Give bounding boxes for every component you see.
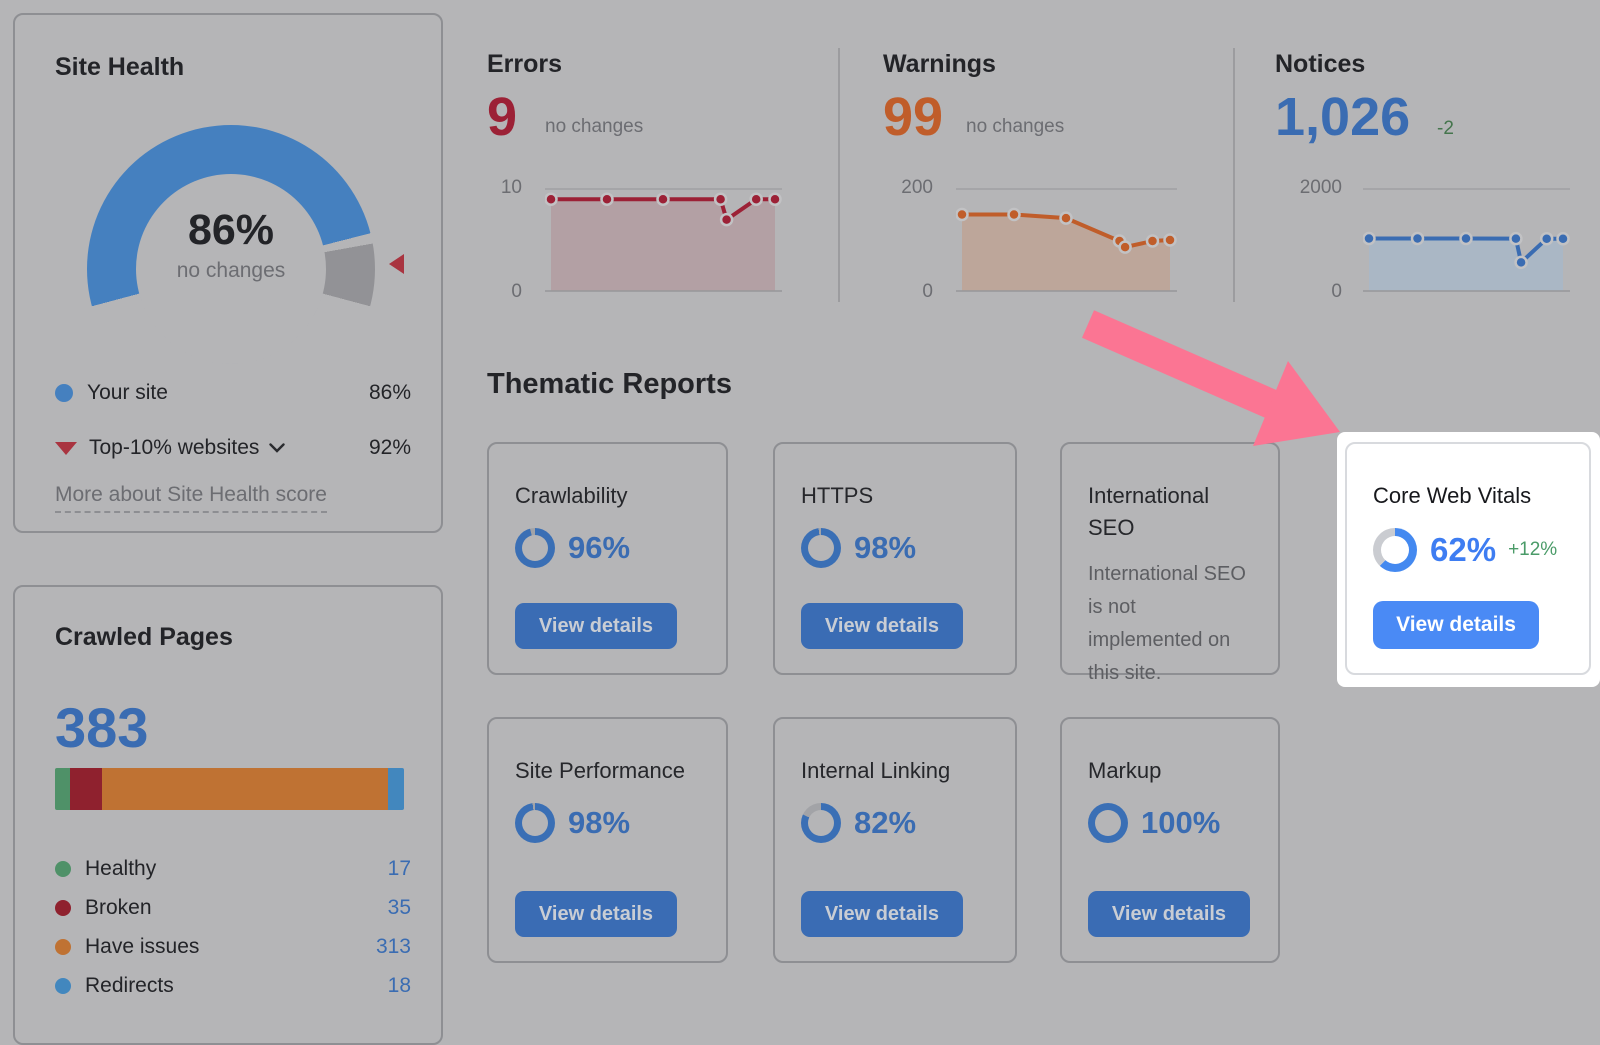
view-details-button[interactable]: View details bbox=[1373, 601, 1539, 649]
card-title: Crawlability bbox=[515, 483, 628, 508]
score-percent: 100% bbox=[1141, 805, 1221, 840]
legend-label: Healthy bbox=[85, 857, 157, 880]
errors-change: no changes bbox=[545, 116, 644, 137]
more-about-site-health-link[interactable]: More about Site Health score bbox=[55, 483, 327, 513]
notices-ymax-tick: 2000 bbox=[1299, 177, 1342, 198]
bar-segment bbox=[70, 768, 103, 810]
site-health-change: no changes bbox=[176, 259, 286, 282]
card-title: Core Web Vitals bbox=[1373, 483, 1532, 508]
legend-value: 18 bbox=[387, 974, 411, 997]
site-health-card: Site Health 86% no changes Your site 86%… bbox=[13, 13, 443, 533]
card-title: Site Performance bbox=[515, 758, 685, 783]
legend-row-top10[interactable]: Top-10% websites 92% bbox=[55, 433, 411, 463]
score-delta: +12% bbox=[1508, 539, 1558, 560]
errors-value: 9 bbox=[487, 87, 518, 147]
crawlability-donut-icon bbox=[515, 528, 555, 568]
legend-row-your-site: Your site 86% bbox=[55, 378, 411, 408]
your-site-dot-icon bbox=[55, 384, 73, 402]
warnings-title: Warnings bbox=[883, 50, 996, 78]
card-international-seo: International SEO International SEO is n… bbox=[1060, 442, 1280, 684]
view-details-button[interactable]: View details bbox=[515, 891, 677, 937]
crawled-pages-total: 383 bbox=[55, 696, 149, 759]
legend-label: Top-10% websites bbox=[89, 436, 260, 459]
legend-label: Redirects bbox=[85, 974, 174, 997]
thematic-reports-heading: Thematic Reports bbox=[487, 368, 732, 400]
card-internal-linking: Internal Linking 82% View details bbox=[773, 717, 1017, 963]
bar-segment bbox=[55, 768, 71, 810]
top10-triangle-icon bbox=[55, 441, 77, 455]
notices-title: Notices bbox=[1275, 50, 1366, 78]
score-percent: 62% bbox=[1430, 531, 1497, 568]
legend-value: 86% bbox=[368, 381, 411, 404]
warnings-ymax-tick: 200 bbox=[901, 177, 933, 198]
card-core-web-vitals: Core Web Vitals 62% +12% View details bbox=[1345, 442, 1591, 675]
warnings-change: no changes bbox=[966, 116, 1065, 137]
score-percent: 96% bbox=[568, 530, 631, 565]
core-web-vitals-donut-icon bbox=[1373, 528, 1417, 572]
benchmark-marker-icon bbox=[388, 254, 404, 275]
warnings-trend-chart bbox=[955, 187, 1177, 293]
internal-linking-donut-icon bbox=[801, 803, 841, 843]
bar-segment bbox=[102, 768, 388, 810]
crawl-legend-broken: Broken 35 bbox=[55, 893, 411, 923]
errors-title: Errors bbox=[487, 50, 563, 78]
legend-label: Your site bbox=[87, 381, 168, 404]
score-percent: 82% bbox=[854, 805, 917, 840]
view-details-button[interactable]: View details bbox=[515, 603, 677, 649]
site-health-score: 86% bbox=[187, 206, 275, 254]
bar-segment bbox=[387, 768, 404, 810]
warnings-ymin-tick: 0 bbox=[922, 281, 933, 302]
card-title: HTTPS bbox=[801, 483, 874, 508]
card-title: Markup bbox=[1088, 758, 1162, 783]
redirects-dot-icon bbox=[55, 978, 71, 994]
crawl-legend-have-issues: Have issues 313 bbox=[55, 932, 411, 962]
legend-value: 35 bbox=[387, 896, 411, 919]
errors-ymin-tick: 0 bbox=[511, 281, 522, 302]
broken-dot-icon bbox=[55, 900, 71, 916]
legend-value: 92% bbox=[368, 436, 411, 459]
crawl-legend-healthy: Healthy 17 bbox=[55, 854, 411, 884]
markup-donut-icon bbox=[1088, 803, 1128, 843]
legend-value: 17 bbox=[387, 857, 411, 880]
stats-divider bbox=[1233, 48, 1235, 302]
notices-trend-chart bbox=[1362, 187, 1570, 293]
card-title: International SEO bbox=[1088, 483, 1210, 540]
notices-value: 1,026 bbox=[1275, 87, 1411, 147]
card-site-performance: Site Performance 98% View details bbox=[487, 717, 728, 963]
errors-trend-chart bbox=[544, 187, 782, 293]
crawl-legend-redirects: Redirects 18 bbox=[55, 971, 411, 1001]
card-https: HTTPS 98% View details bbox=[773, 442, 1017, 675]
card-description: International SEO is not implemented on … bbox=[1088, 563, 1246, 684]
score-percent: 98% bbox=[854, 530, 917, 565]
notices-ymin-tick: 0 bbox=[1331, 281, 1342, 302]
gauge-center: 86% no changes bbox=[87, 207, 375, 283]
card-crawlability: Crawlability 96% View details bbox=[487, 442, 728, 675]
site-health-gauge: 86% no changes bbox=[87, 125, 404, 413]
legend-label: Broken bbox=[85, 896, 152, 919]
site-performance-donut-icon bbox=[515, 803, 555, 843]
have-issues-dot-icon bbox=[55, 939, 71, 955]
view-details-button[interactable]: View details bbox=[801, 891, 963, 937]
healthy-dot-icon bbox=[55, 861, 71, 877]
crawled-pages-stacked-bar bbox=[55, 768, 404, 810]
card-title: Internal Linking bbox=[801, 758, 951, 783]
chevron-down-icon[interactable] bbox=[269, 443, 286, 453]
notices-change: -2 bbox=[1437, 118, 1454, 139]
card-markup: Markup 100% View details bbox=[1060, 717, 1280, 963]
errors-ymax-tick: 10 bbox=[500, 177, 522, 198]
legend-value: 313 bbox=[375, 935, 411, 958]
warnings-value: 99 bbox=[883, 87, 944, 147]
crawled-pages-title: Crawled Pages bbox=[55, 623, 233, 651]
crawled-pages-card: Crawled Pages 383 Healthy 17 Broken 35 H… bbox=[13, 585, 443, 1045]
view-details-button[interactable]: View details bbox=[1088, 891, 1250, 937]
score-percent: 98% bbox=[568, 805, 631, 840]
legend-label: Have issues bbox=[85, 935, 200, 958]
site-health-title: Site Health bbox=[55, 53, 185, 81]
view-details-button[interactable]: View details bbox=[801, 603, 963, 649]
https-donut-icon bbox=[801, 528, 841, 568]
stats-divider bbox=[838, 48, 840, 302]
